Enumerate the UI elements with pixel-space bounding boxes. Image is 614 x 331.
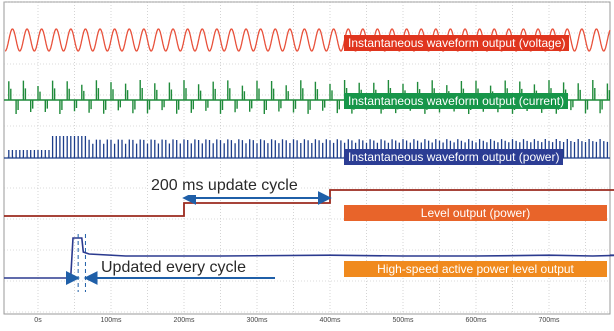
label-current: Instantaneous waveform output (current) — [344, 93, 569, 109]
x-tick-label: 700ms — [538, 317, 560, 324]
annotation-updated-every-cycle: Updated every cycle — [98, 259, 249, 277]
label-level-output: Level output (power) — [344, 205, 607, 221]
x-tick-label: 600ms — [465, 317, 487, 324]
series-voltage-line — [4, 28, 611, 52]
annotation-200ms-update-cycle: 200 ms update cycle — [148, 177, 301, 195]
x-tick-label: 500ms — [392, 317, 414, 324]
x-tick-label: 0s — [34, 317, 42, 324]
x-tick-label: 200ms — [173, 317, 195, 324]
x-tick-label: 100ms — [100, 317, 122, 324]
x-tick-label: 300ms — [246, 317, 268, 324]
x-tick-label: 400ms — [319, 317, 341, 324]
label-voltage: Instantaneous waveform output (voltage) — [344, 35, 570, 51]
label-power: Instantaneous waveform output (power) — [344, 149, 564, 165]
label-high-speed-level: High-speed active power level output — [344, 261, 607, 277]
